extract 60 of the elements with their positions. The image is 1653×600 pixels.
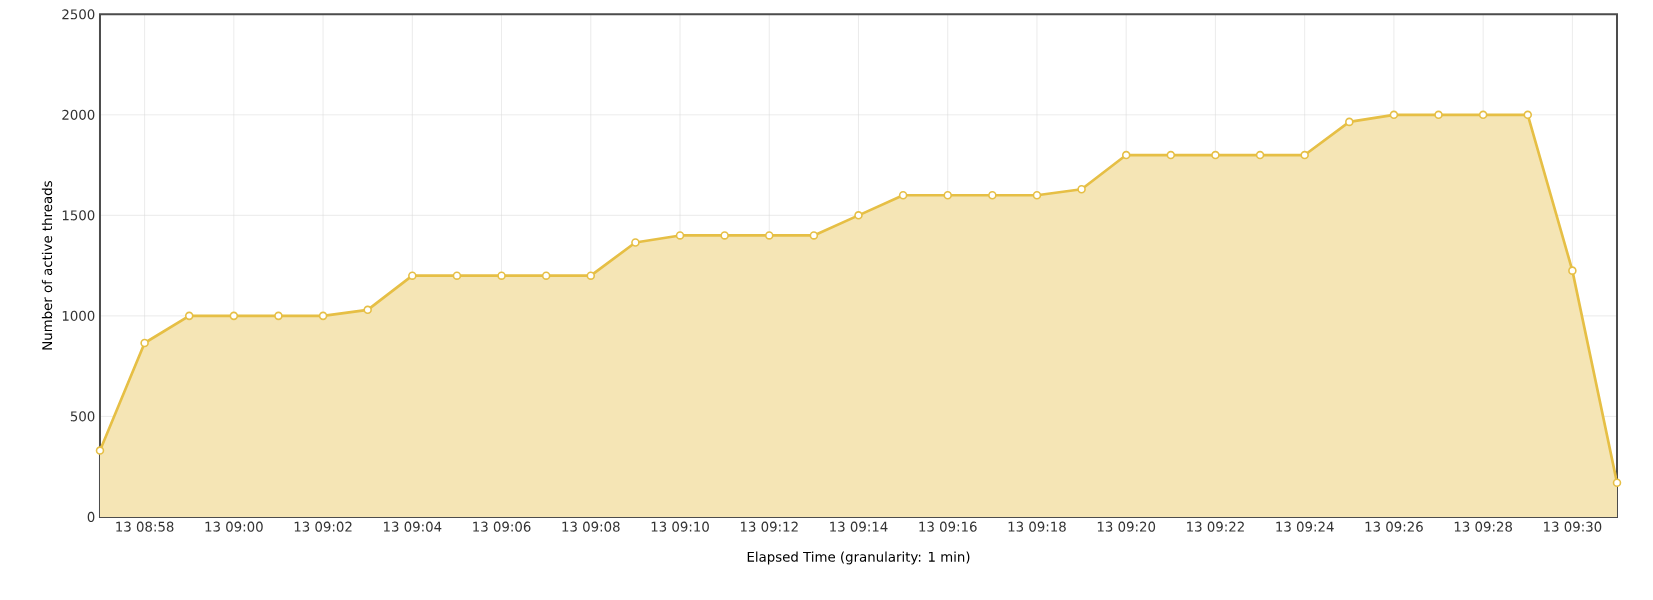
- point: [764, 231, 774, 240]
- point: [1032, 191, 1042, 200]
- x-tick-label: 13 09:22: [1187, 521, 1244, 532]
- point: [497, 271, 506, 280]
- y-tick-label: 500: [70, 411, 95, 422]
- point: [1612, 478, 1622, 488]
- point: [140, 338, 149, 348]
- point: [1121, 150, 1131, 160]
- point: [1211, 150, 1220, 160]
- x-tick-label: 13 09:06: [473, 521, 531, 532]
- point: [184, 311, 194, 321]
- point: [943, 191, 952, 200]
- x-tick-label: 13 09:24: [1276, 521, 1334, 532]
- point: [1478, 110, 1488, 120]
- point: [854, 211, 863, 220]
- point: [318, 311, 328, 321]
- x-tick-label: 13 09:08: [562, 521, 620, 532]
- point: [1166, 150, 1176, 160]
- point: [541, 271, 551, 280]
- y-tick-label: 2500: [62, 9, 95, 20]
- x-axis-title: Elapsed Time (granularity: 1 min): [747, 551, 970, 565]
- y-tick-label: 2000: [62, 109, 95, 120]
- point: [1077, 185, 1086, 194]
- x-tick-label: 13 08:58: [116, 521, 174, 532]
- x-tick-label: 13 09:18: [1008, 521, 1066, 532]
- y-tick-label: 1000: [62, 310, 95, 321]
- point: [631, 238, 640, 247]
- y-axis-title: Number of active threads: [41, 181, 53, 350]
- x-tick-label: 13 09:16: [919, 521, 977, 532]
- point: [1434, 110, 1443, 120]
- point: [95, 446, 105, 455]
- point: [988, 191, 997, 200]
- point: [408, 271, 417, 280]
- point: [229, 311, 239, 321]
- x-tick-label: 13 09:00: [205, 521, 263, 532]
- point: [675, 231, 685, 240]
- x-tick-label: 13 09:10: [651, 521, 709, 532]
- x-tick-label: 13 09:30: [1544, 521, 1602, 532]
- point: [1345, 117, 1354, 127]
- x-tick-label: 13 09:12: [740, 521, 798, 532]
- x-tick-label: 13 09:02: [294, 521, 352, 532]
- point: [898, 191, 908, 200]
- point: [720, 231, 729, 240]
- point: [363, 305, 372, 315]
- point: [1523, 110, 1533, 120]
- point: [452, 271, 462, 280]
- x-tick-label: 13 09:20: [1097, 521, 1156, 532]
- point: [1255, 150, 1265, 160]
- y-tick-label: 1500: [62, 210, 95, 221]
- x-tick-label: 13 09:28: [1454, 521, 1513, 532]
- point: [809, 231, 819, 240]
- x-tick-label: 13 09:04: [383, 521, 442, 532]
- point: [1568, 266, 1577, 275]
- point: [274, 311, 283, 321]
- point: [1300, 150, 1309, 160]
- x-tick-label: 13 09:26: [1365, 521, 1423, 532]
- point: [1389, 110, 1399, 120]
- y-tick-label: 0: [87, 511, 95, 522]
- point: [586, 271, 596, 280]
- x-tick-label: 13 09:14: [830, 521, 888, 532]
